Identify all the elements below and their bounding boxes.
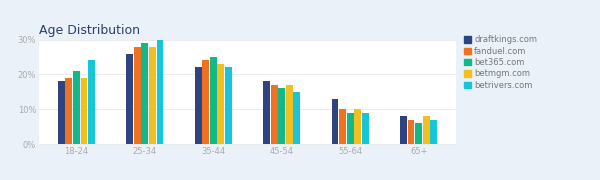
Bar	[58, 81, 65, 144]
Legend: draftkings.com, fanduel.com, bet365.com, betmgm.com, betrivers.com: draftkings.com, fanduel.com, bet365.com,…	[464, 35, 538, 90]
Bar	[347, 113, 353, 144]
Bar	[88, 60, 95, 144]
Bar	[157, 40, 163, 144]
Bar	[80, 78, 87, 144]
Bar	[332, 99, 338, 144]
Text: Age Distribution: Age Distribution	[39, 24, 140, 37]
Bar	[362, 113, 368, 144]
Bar	[149, 47, 155, 144]
Bar	[423, 116, 430, 144]
Bar	[293, 92, 300, 144]
Bar	[271, 85, 278, 144]
Bar	[278, 88, 285, 144]
Bar	[263, 81, 270, 144]
Bar	[65, 78, 72, 144]
Bar	[340, 109, 346, 144]
Bar	[286, 85, 293, 144]
Bar	[127, 53, 133, 144]
Bar	[217, 64, 224, 144]
Bar	[400, 116, 407, 144]
Bar	[415, 123, 422, 144]
Bar	[142, 43, 148, 144]
Bar	[225, 68, 232, 144]
Bar	[408, 120, 415, 144]
Bar	[355, 109, 361, 144]
Bar	[202, 60, 209, 144]
Bar	[73, 71, 80, 144]
Bar	[134, 47, 140, 144]
Bar	[195, 68, 202, 144]
Bar	[430, 120, 437, 144]
Bar	[210, 57, 217, 144]
